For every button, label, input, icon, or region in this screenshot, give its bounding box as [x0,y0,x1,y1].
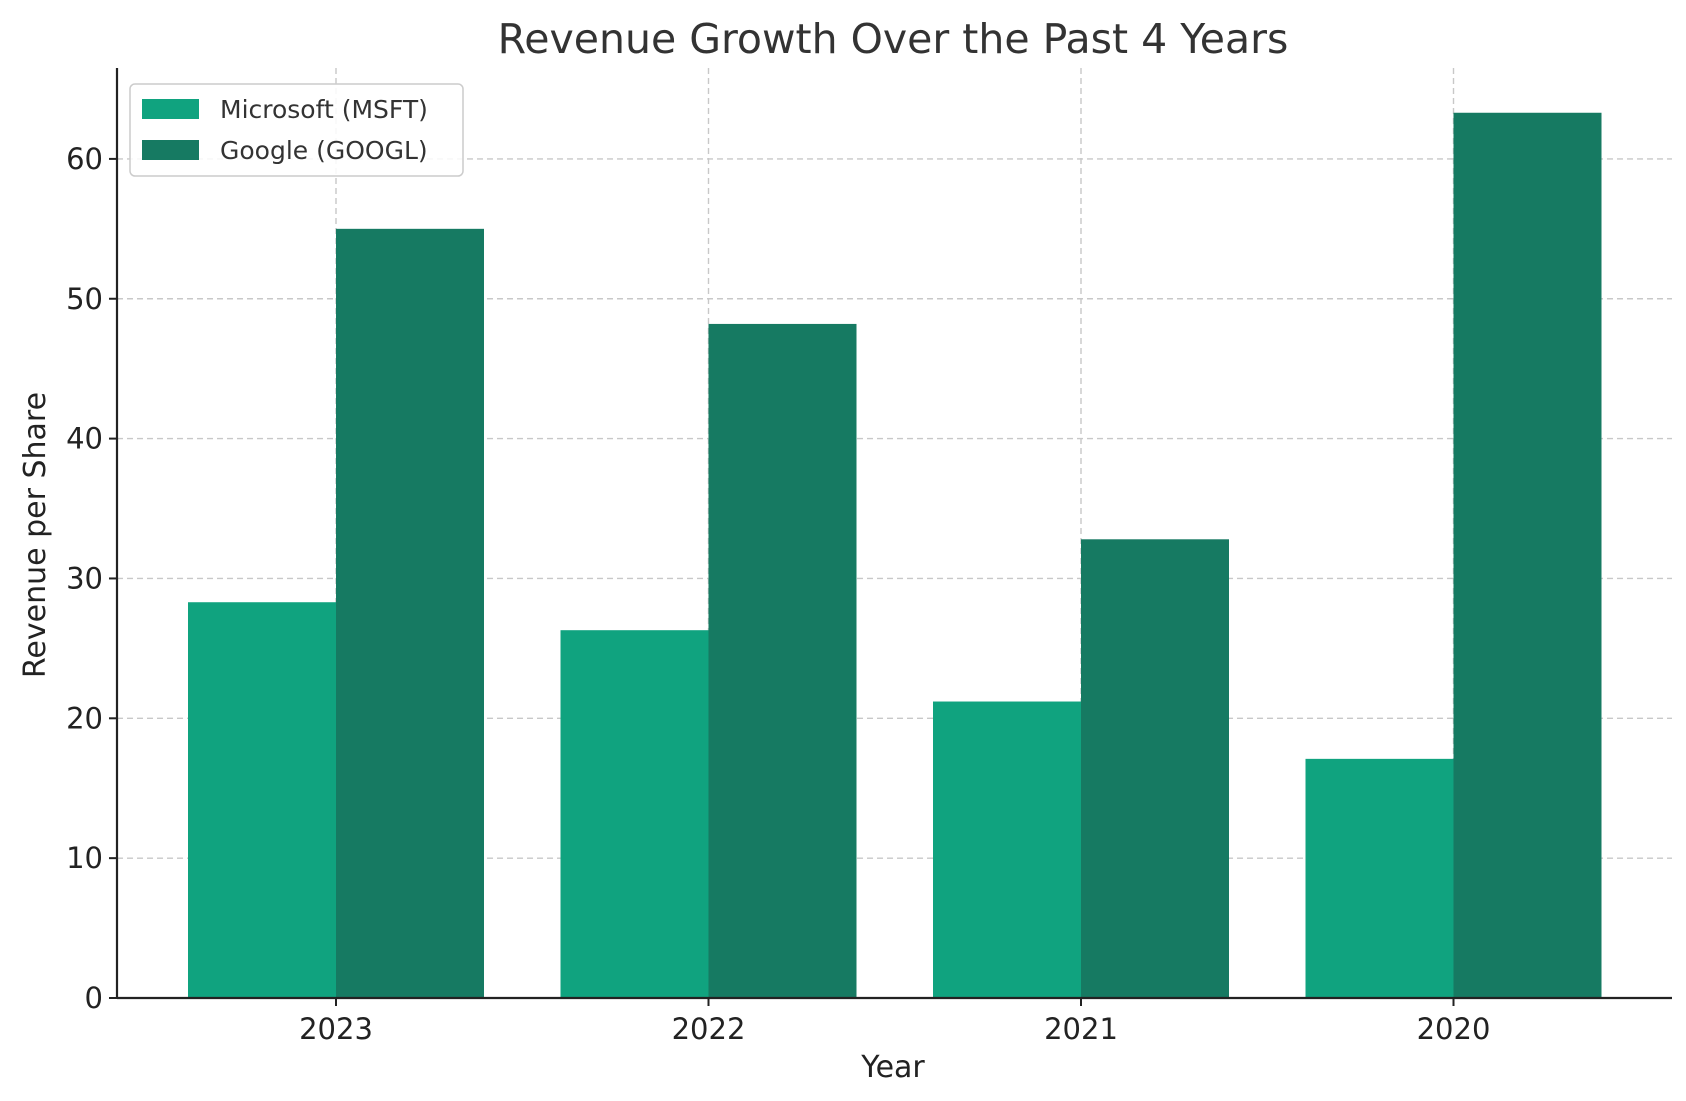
y-tick-label: 60 [66,142,103,176]
bar-msft-2021 [933,701,1081,998]
bar-googl-2021 [1081,539,1229,998]
bar-googl-2023 [336,228,484,998]
y-tick-label: 50 [66,282,103,316]
legend-label-googl: Google (GOOGL) [220,136,428,165]
x-tick-label: 2023 [299,1012,373,1046]
axes: 0 10 20 30 40 50 60 2023 2022 2021 2020 [66,68,1672,1046]
x-tick-label: 2022 [672,1012,746,1046]
legend-frame [129,83,464,177]
legend-swatch-googl [142,140,199,160]
bar-msft-2020 [1305,758,1454,998]
y-axis-label: Revenue per Share [18,392,53,678]
y-tick-label: 0 [85,981,103,1015]
bar-googl-2022 [708,323,857,998]
bars [188,112,1602,998]
bar-googl-2020 [1453,112,1602,998]
x-tick-label: 2020 [1417,1012,1491,1046]
y-tick-label: 30 [66,561,103,595]
x-axis-label: Year [860,1050,925,1085]
y-tick-label: 10 [66,841,103,875]
y-tick-label: 20 [66,701,103,735]
y-tick-label: 40 [66,422,103,456]
bar-msft-2022 [560,630,709,998]
legend-label-msft: Microsoft (MSFT) [220,95,428,124]
legend-swatch-msft [142,99,199,119]
chart-title: Revenue Growth Over the Past 4 Years [498,15,1289,63]
legend: Microsoft (MSFT) Google (GOOGL) [129,83,464,177]
x-tick-label: 2021 [1044,1012,1118,1046]
bar-msft-2023 [188,602,336,998]
